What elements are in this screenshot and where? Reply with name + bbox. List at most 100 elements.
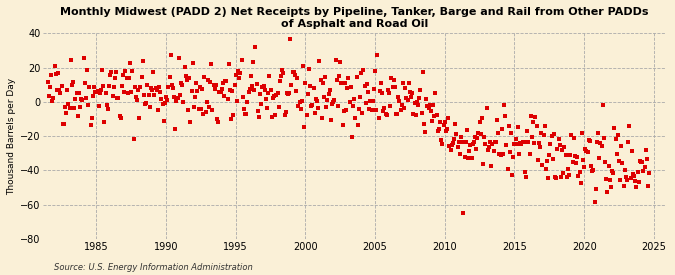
Point — [209, 86, 220, 91]
Point — [159, 100, 170, 105]
Point — [65, 58, 76, 62]
Point — [554, 137, 564, 141]
Point — [497, 152, 508, 157]
Point — [372, 53, 383, 58]
Point — [172, 96, 183, 101]
Point — [379, 106, 389, 111]
Point — [95, 91, 105, 95]
Point — [539, 124, 550, 129]
Point — [375, 81, 386, 86]
Point — [458, 211, 468, 215]
Point — [491, 118, 502, 122]
Point — [215, 90, 226, 95]
Point — [401, 96, 412, 100]
Point — [90, 90, 101, 95]
Point — [531, 124, 542, 128]
Point — [72, 113, 83, 118]
Point — [56, 84, 67, 89]
Point — [375, 89, 385, 94]
Point — [367, 98, 378, 103]
Point — [275, 74, 286, 79]
Point — [204, 105, 215, 109]
Point — [186, 88, 197, 93]
Point — [428, 102, 439, 107]
Point — [248, 60, 259, 64]
Point — [612, 152, 622, 156]
Point — [321, 104, 331, 109]
Point — [404, 81, 414, 85]
Point — [350, 116, 360, 120]
Point — [157, 102, 168, 106]
Point — [317, 116, 327, 120]
Point — [308, 86, 319, 90]
Point — [552, 147, 563, 151]
Point — [45, 85, 55, 90]
Point — [70, 97, 81, 101]
Point — [238, 107, 249, 111]
Point — [585, 139, 595, 144]
Point — [51, 72, 61, 76]
Point — [462, 128, 472, 132]
Point — [371, 108, 381, 112]
Point — [188, 105, 199, 110]
Point — [175, 93, 186, 97]
Point — [354, 107, 364, 111]
Point — [288, 70, 299, 74]
Point — [429, 114, 439, 119]
Point — [615, 177, 626, 182]
Point — [392, 112, 402, 116]
Point — [313, 106, 323, 111]
Point — [206, 62, 217, 66]
Point — [74, 91, 84, 95]
Point — [515, 141, 526, 145]
Point — [306, 104, 317, 109]
Point — [637, 160, 647, 164]
Point — [281, 91, 292, 95]
Point — [420, 130, 431, 134]
Point — [109, 85, 119, 89]
Point — [331, 78, 342, 82]
Point — [84, 85, 95, 90]
Point — [626, 149, 637, 153]
Point — [418, 122, 429, 126]
Point — [575, 181, 586, 185]
Point — [243, 90, 254, 94]
Point — [514, 152, 524, 156]
Point — [225, 116, 236, 121]
Point — [346, 85, 356, 89]
Point — [296, 107, 306, 111]
Point — [341, 108, 352, 112]
Point — [546, 133, 557, 138]
Point — [154, 85, 165, 89]
Point — [485, 139, 495, 144]
Point — [446, 143, 457, 147]
Point — [107, 94, 118, 99]
Point — [61, 111, 72, 116]
Point — [252, 109, 263, 113]
Point — [414, 96, 425, 101]
Point — [373, 115, 384, 120]
Point — [545, 142, 556, 147]
Point — [80, 96, 91, 100]
Point — [475, 131, 486, 136]
Point — [486, 164, 497, 168]
Point — [573, 174, 584, 178]
Point — [315, 78, 326, 82]
Point — [500, 114, 510, 119]
Point — [501, 143, 512, 147]
Point — [472, 136, 483, 140]
Point — [88, 94, 99, 98]
Point — [159, 119, 169, 123]
Point — [228, 113, 239, 117]
Point — [593, 131, 603, 136]
Point — [259, 88, 270, 92]
Point — [559, 145, 570, 150]
Point — [185, 120, 196, 125]
Point — [465, 143, 476, 147]
Point — [437, 141, 448, 146]
Point — [290, 73, 300, 78]
Point — [176, 81, 186, 85]
Point — [275, 78, 286, 83]
Point — [277, 67, 288, 72]
Point — [171, 99, 182, 103]
